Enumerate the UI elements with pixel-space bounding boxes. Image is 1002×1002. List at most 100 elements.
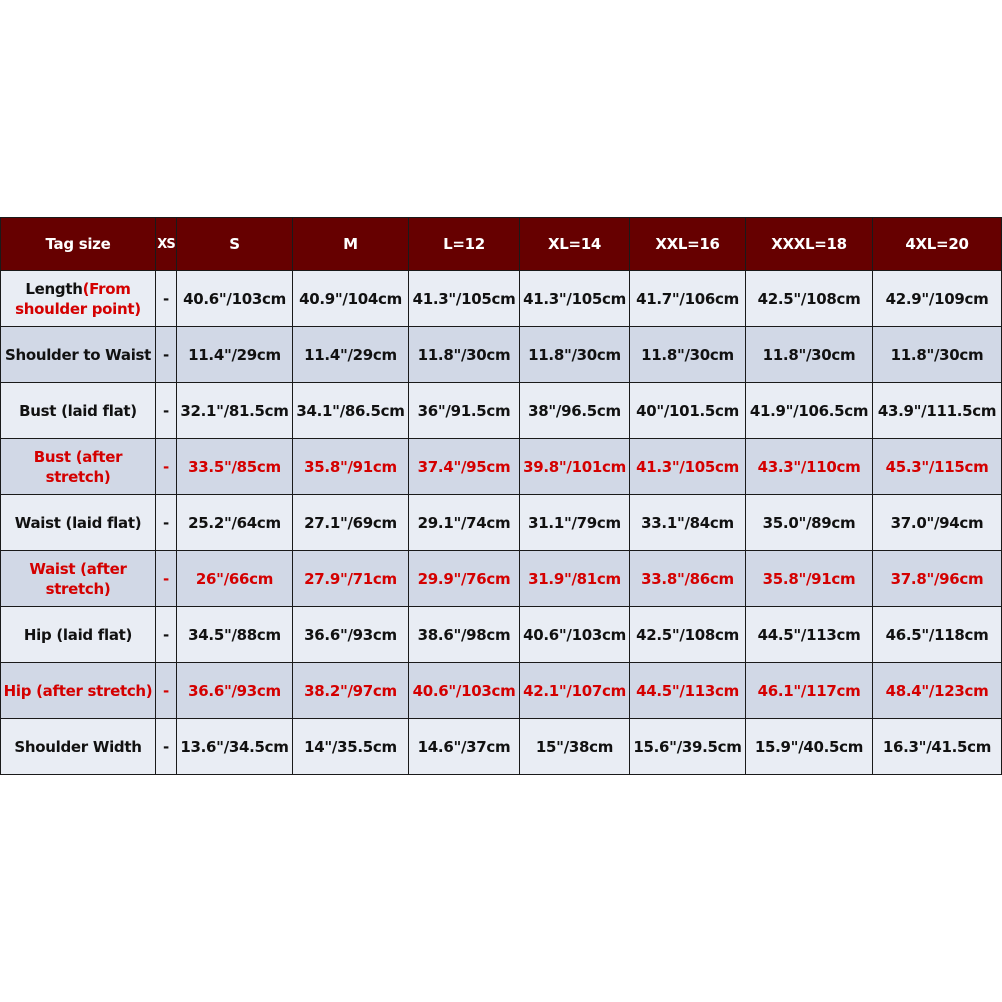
row-label-text: Hip (after stretch)	[3, 681, 153, 700]
size-cell: 33.8"/86cm	[629, 550, 746, 607]
size-cell: 25.2"/64cm	[176, 494, 293, 551]
size-cell: 41.3"/105cm	[408, 270, 520, 327]
size-cell: 43.3"/110cm	[745, 438, 873, 495]
row-label-text: Waist (after stretch)	[29, 559, 127, 598]
size-cell: 11.8"/30cm	[872, 326, 1002, 383]
row-label: Bust (laid flat)	[0, 382, 156, 439]
size-cell: 27.9"/71cm	[292, 550, 409, 607]
size-cell: 37.0"/94cm	[872, 494, 1002, 551]
size-cell: -	[155, 494, 177, 551]
row-label: Shoulder Width	[0, 718, 156, 775]
size-cell: -	[155, 606, 177, 663]
size-cell: 37.4"/95cm	[408, 438, 520, 495]
size-cell: 41.3"/105cm	[629, 438, 746, 495]
size-cell: 14.6"/37cm	[408, 718, 520, 775]
size-cell: 39.8"/101cm	[519, 438, 630, 495]
size-cell: 42.9"/109cm	[872, 270, 1002, 327]
size-cell: 36"/91.5cm	[408, 382, 520, 439]
table-row: Hip (laid flat) -34.5"/88cm 36.6"/93cm 38.6…	[0, 606, 1002, 663]
size-cell: 31.9"/81cm	[519, 550, 630, 607]
size-cell: 26"/66cm	[176, 550, 293, 607]
size-cell: 34.5"/88cm	[176, 606, 293, 663]
row-label-text: Hip (laid flat)	[23, 625, 133, 644]
header-size-xxl-16: XXL=16	[629, 217, 746, 271]
size-cell: 35.8"/91cm	[745, 550, 873, 607]
size-cell: 11.8"/30cm	[629, 326, 746, 383]
row-label-note: (From shoulder point)	[15, 279, 141, 318]
size-cell: -	[155, 718, 177, 775]
table-row: Waist (after stretch) -26"/66cm 27.9"/71cm…	[0, 550, 1002, 607]
size-cell: -	[155, 438, 177, 495]
size-chart-table: Tag size XS S M L=12 XL=14 XXL=16 XXXL=18 4XL=20…	[0, 217, 1002, 775]
size-cell: 40.6"/103cm	[408, 662, 520, 719]
row-label: Hip (laid flat)	[0, 606, 156, 663]
size-cell: 32.1"/81.5cm	[176, 382, 293, 439]
row-label-text: Shoulder to Waist	[4, 345, 152, 364]
row-label: Length(From shoulder point)	[0, 270, 156, 327]
size-cell: 44.5"/113cm	[745, 606, 873, 663]
size-cell: 29.1"/74cm	[408, 494, 520, 551]
header-size-m: M	[292, 217, 409, 271]
header-row: Tag size XS S M L=12 XL=14 XXL=16 XXXL=18 4XL=20	[0, 217, 1002, 271]
header-size-xl-14: XL=14	[519, 217, 630, 271]
table-row: Bust (after stretch) -33.5"/85cm 35.8"/91c…	[0, 438, 1002, 495]
size-cell: 46.5"/118cm	[872, 606, 1002, 663]
table-row: Shoulder to Waist -11.4"/29cm 11.4"/29cm 11…	[0, 326, 1002, 383]
size-cell: 11.4"/29cm	[176, 326, 293, 383]
size-cell: 40.6"/103cm	[176, 270, 293, 327]
size-cell: -	[155, 382, 177, 439]
size-cell: -	[155, 662, 177, 719]
size-cell: 48.4"/123cm	[872, 662, 1002, 719]
row-label: Bust (after stretch)	[0, 438, 156, 495]
size-cell: 41.9"/106.5cm	[745, 382, 873, 439]
size-cell: 11.8"/30cm	[408, 326, 520, 383]
size-cell: 35.8"/91cm	[292, 438, 409, 495]
row-label: Waist (after stretch)	[0, 550, 156, 607]
size-cell: 11.8"/30cm	[519, 326, 630, 383]
size-cell: 36.6"/93cm	[292, 606, 409, 663]
header-size-xxxl-18: XXXL=18	[745, 217, 873, 271]
row-label: Hip (after stretch)	[0, 662, 156, 719]
size-cell: 14"/35.5cm	[292, 718, 409, 775]
size-cell: 15"/38cm	[519, 718, 630, 775]
size-cell: -	[155, 326, 177, 383]
table-row: Hip (after stretch) -36.6"/93cm 38.2"/97cm…	[0, 662, 1002, 719]
size-cell: 43.9"/111.5cm	[872, 382, 1002, 439]
size-cell: 42.1"/107cm	[519, 662, 630, 719]
size-cell: 40.6"/103cm	[519, 606, 630, 663]
size-cell: 45.3"/115cm	[872, 438, 1002, 495]
size-cell: 15.9"/40.5cm	[745, 718, 873, 775]
table-row: Shoulder Width -13.6"/34.5cm 14"/35.5cm 14.…	[0, 718, 1002, 775]
size-cell: 41.3"/105cm	[519, 270, 630, 327]
table-row: Length(From shoulder point) -40.6"/103cm 4…	[0, 270, 1002, 327]
header-tag-size: Tag size	[0, 217, 156, 271]
size-cell: 42.5"/108cm	[629, 606, 746, 663]
row-label: Shoulder to Waist	[0, 326, 156, 383]
size-cell: 11.8"/30cm	[745, 326, 873, 383]
size-cell: 13.6"/34.5cm	[176, 718, 293, 775]
size-cell: 37.8"/96cm	[872, 550, 1002, 607]
size-cell: 46.1"/117cm	[745, 662, 873, 719]
size-cell: -	[155, 270, 177, 327]
size-cell: 38.6"/98cm	[408, 606, 520, 663]
table-row: Bust (laid flat) -32.1"/81.5cm 34.1"/86.5c…	[0, 382, 1002, 439]
size-cell: 16.3"/41.5cm	[872, 718, 1002, 775]
row-label-text: Bust (laid flat)	[19, 401, 137, 420]
size-cell: 29.9"/76cm	[408, 550, 520, 607]
size-cell: 40"/101.5cm	[629, 382, 746, 439]
header-size-4xl-20: 4XL=20	[872, 217, 1002, 271]
size-cell: 40.9"/104cm	[292, 270, 409, 327]
size-cell: -	[155, 550, 177, 607]
header-size-l-12: L=12	[408, 217, 520, 271]
size-cell: 31.1"/79cm	[519, 494, 630, 551]
row-label-text: Length	[25, 279, 83, 298]
size-cell: 38"/96.5cm	[519, 382, 630, 439]
size-cell: 15.6"/39.5cm	[629, 718, 746, 775]
size-cell: 27.1"/69cm	[292, 494, 409, 551]
row-label-text: Bust (after stretch)	[33, 447, 123, 486]
row-label-text: Waist (laid flat)	[14, 513, 142, 532]
size-cell: 33.5"/85cm	[176, 438, 293, 495]
table-row: Waist (laid flat) -25.2"/64cm 27.1"/69cm 29…	[0, 494, 1002, 551]
size-cell: 34.1"/86.5cm	[292, 382, 409, 439]
size-cell: 42.5"/108cm	[745, 270, 873, 327]
